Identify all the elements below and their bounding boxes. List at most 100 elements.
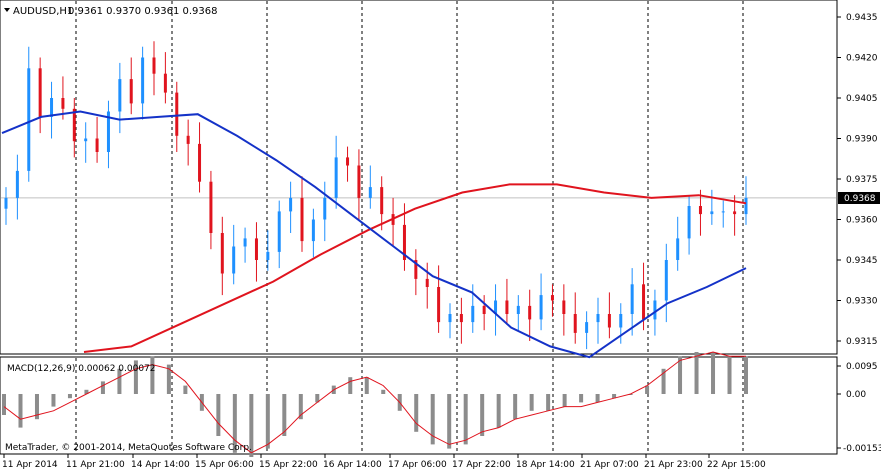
candle-body bbox=[95, 138, 99, 152]
macd-tick-label: 0.0095 bbox=[846, 362, 878, 372]
candle-body bbox=[494, 300, 498, 314]
dropdown-arrow-icon[interactable] bbox=[4, 8, 10, 12]
candle-body bbox=[163, 73, 167, 93]
candle-body bbox=[721, 211, 725, 213]
macd-bar bbox=[645, 385, 650, 394]
macd-bar bbox=[612, 394, 617, 399]
macd-bar bbox=[84, 389, 89, 394]
price-tick-label: 0.9420 bbox=[846, 54, 878, 64]
candle-body bbox=[664, 260, 668, 301]
macd-signal-line bbox=[3, 351, 746, 454]
candle-body bbox=[402, 224, 406, 260]
macd-bar bbox=[34, 394, 39, 420]
macd-bar bbox=[447, 394, 452, 449]
price-axis[interactable]: 0.9435 0.9420 0.9405 0.9390 0.9375 0.9360 0.93… bbox=[837, 13, 878, 347]
time-label: 15 Apr 06:00 bbox=[195, 460, 254, 470]
candle-body bbox=[539, 295, 543, 320]
price-tick-label: 0.9390 bbox=[846, 135, 878, 145]
copyright-text: MetaTrader, © 2001-2014, MetaQuotes Soft… bbox=[5, 443, 252, 453]
macd-bar bbox=[513, 394, 518, 420]
macd-bar bbox=[348, 377, 353, 394]
macd-bar bbox=[595, 394, 600, 403]
macd-bar bbox=[562, 394, 567, 407]
candle-body bbox=[232, 246, 236, 274]
macd-bar bbox=[678, 356, 683, 394]
candle-body bbox=[642, 284, 646, 320]
candle-body bbox=[289, 197, 293, 212]
macd-bar bbox=[51, 394, 56, 407]
candle-body bbox=[50, 98, 54, 117]
macd-bar bbox=[546, 394, 551, 411]
symbol-label: AUDUSD,H1 bbox=[13, 6, 73, 17]
current-price-label: 0.9368 bbox=[844, 194, 876, 204]
candle-body bbox=[129, 79, 133, 104]
time-gridlines bbox=[75, 1, 744, 453]
candle-body bbox=[311, 219, 315, 242]
macd-bar bbox=[430, 394, 435, 445]
candle-body bbox=[528, 305, 532, 320]
macd-bar bbox=[2, 394, 6, 415]
macd-bar bbox=[183, 385, 188, 394]
time-label: 17 Apr 06:00 bbox=[388, 460, 447, 470]
time-axis[interactable]: 11 Apr 2014 11 Apr 21:00 14 Apr 14:00 15 Ap… bbox=[2, 454, 766, 470]
price-panel[interactable] bbox=[0, 0, 838, 355]
ohlc-readout: 0.9361 0.9370 0.9361 0.9368 bbox=[68, 6, 218, 17]
current-price-badge bbox=[838, 192, 880, 204]
candle-body bbox=[425, 278, 429, 287]
candle-body bbox=[710, 211, 714, 215]
candle-body bbox=[334, 157, 338, 198]
candle-body bbox=[482, 305, 486, 314]
candle-body bbox=[607, 314, 611, 328]
macd-tick-label: 0.00 bbox=[846, 390, 866, 400]
price-tick-label: 0.9315 bbox=[846, 337, 878, 347]
candle-body bbox=[4, 197, 8, 209]
macd-bar bbox=[463, 394, 468, 445]
time-label: 11 Apr 21:00 bbox=[66, 460, 125, 470]
candle-body bbox=[152, 57, 156, 74]
macd-bar bbox=[249, 394, 254, 457]
macd-bar bbox=[150, 356, 155, 394]
candle-body bbox=[368, 187, 372, 198]
candle-body bbox=[266, 251, 270, 260]
macd-bar bbox=[414, 394, 419, 432]
macd-bar bbox=[661, 368, 666, 394]
candle-body bbox=[414, 260, 418, 279]
candle-body bbox=[630, 284, 634, 314]
candle-body bbox=[300, 197, 304, 242]
macd-bar bbox=[496, 394, 501, 428]
price-tick-label: 0.9330 bbox=[846, 297, 878, 307]
candle-body bbox=[676, 238, 680, 260]
macd-bar bbox=[67, 394, 72, 399]
macd-bar bbox=[381, 389, 386, 394]
macd-bar bbox=[315, 394, 320, 403]
candle-body bbox=[698, 206, 702, 215]
candle-body bbox=[744, 197, 748, 215]
candle-body bbox=[15, 170, 19, 198]
macd-bar bbox=[529, 394, 534, 411]
candle-body bbox=[471, 305, 475, 323]
macd-bar bbox=[166, 364, 171, 394]
candle-body bbox=[38, 68, 42, 117]
candle-body bbox=[357, 165, 361, 198]
candle-body bbox=[380, 187, 384, 215]
time-label: 17 Apr 22:00 bbox=[452, 460, 511, 470]
macd-bar bbox=[282, 394, 287, 436]
candle-body bbox=[562, 300, 566, 314]
macd-label: MACD(12,26,9) 0.00062 0.00072 bbox=[7, 364, 156, 374]
macd-bar bbox=[117, 368, 122, 394]
macd-bar bbox=[232, 394, 237, 453]
candle-body bbox=[653, 300, 657, 320]
macd-bar bbox=[727, 356, 732, 394]
candle-body bbox=[585, 322, 589, 333]
price-tick-label: 0.9435 bbox=[846, 13, 878, 23]
candle-body bbox=[198, 143, 202, 182]
candle-body bbox=[254, 238, 258, 260]
candle-body bbox=[106, 111, 110, 152]
candle-body bbox=[459, 314, 463, 323]
candle-body bbox=[220, 233, 224, 274]
time-label: 11 Apr 2014 bbox=[2, 460, 58, 470]
candle-body bbox=[687, 206, 691, 239]
macd-bar bbox=[744, 356, 748, 394]
candle-body bbox=[323, 197, 327, 220]
